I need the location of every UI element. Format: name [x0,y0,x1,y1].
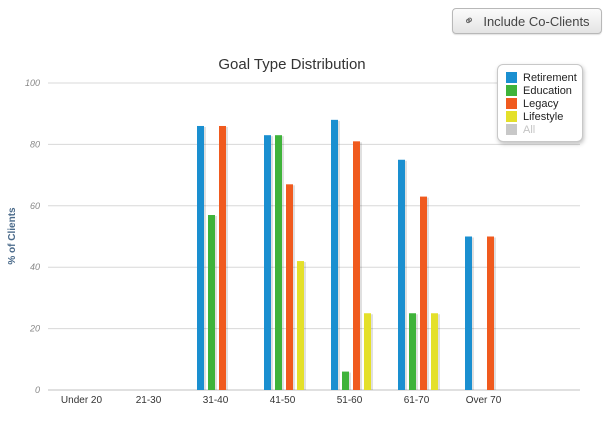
bar-education-31-40[interactable] [208,215,215,390]
bar-legacy-over-70[interactable] [487,236,494,391]
legend-item-education[interactable]: Education [506,84,582,97]
y-tick-label: 20 [29,324,40,334]
legend-label: Education [523,84,572,97]
bar-retirement-41-50[interactable] [264,135,271,390]
bar-education-51-60[interactable] [342,371,349,390]
legend-item-legacy[interactable]: Legacy [506,97,582,110]
bar-lifestyle-51-60[interactable] [364,313,371,390]
bar-legacy-51-60[interactable] [353,141,360,390]
legend-item-retirement[interactable]: Retirement [506,71,582,84]
bar-education-61-70[interactable] [409,313,416,390]
x-tick-label: 51-60 [337,395,363,406]
legend-swatch [506,98,517,109]
x-tick-label: Over 70 [466,395,502,406]
include-co-clients-button[interactable]: ⚭ Include Co-Clients [452,8,602,34]
legend-swatch [506,85,517,96]
legend-swatch [506,111,517,122]
chart-legend: Retirement Education Legacy Lifestyle All [497,64,583,142]
bar-education-41-50[interactable] [275,135,282,390]
bar-legacy-41-50[interactable] [286,184,293,390]
legend-item-all[interactable]: All [506,123,582,136]
x-tick-label: 61-70 [404,395,430,406]
bar-legacy-31-40[interactable] [219,125,226,390]
y-tick-label: 0 [35,385,40,395]
legend-swatch [506,124,517,135]
include-co-clients-label: Include Co-Clients [483,13,590,29]
bar-lifestyle-61-70[interactable] [431,313,438,390]
bar-legacy-61-70[interactable] [420,196,427,390]
x-tick-label: 31-40 [203,395,229,406]
y-axis-label: % of Clients [7,207,18,265]
bar-retirement-61-70[interactable] [398,159,405,390]
legend-swatch [506,72,517,83]
legend-label: All [523,123,536,136]
legend-label: Retirement [523,71,577,84]
bar-retirement-31-40[interactable] [197,125,204,390]
legend-label: Lifestyle [523,110,564,123]
bar-lifestyle-41-50[interactable] [297,261,304,390]
x-tick-label: 41-50 [270,395,296,406]
legend-item-lifestyle[interactable]: Lifestyle [506,110,582,123]
y-tick-label: 40 [30,262,40,272]
x-tick-label: Under 20 [61,395,103,406]
bar-retirement-over-70[interactable] [465,236,472,391]
y-tick-label: 80 [30,139,40,149]
x-tick-label: 21-30 [136,395,162,406]
bar-retirement-51-60[interactable] [331,119,338,390]
y-tick-label: 60 [30,201,40,211]
y-tick-label: 100 [25,78,40,88]
chart-title: Goal Type Distribution [218,56,365,73]
legend-label: Legacy [523,97,559,110]
